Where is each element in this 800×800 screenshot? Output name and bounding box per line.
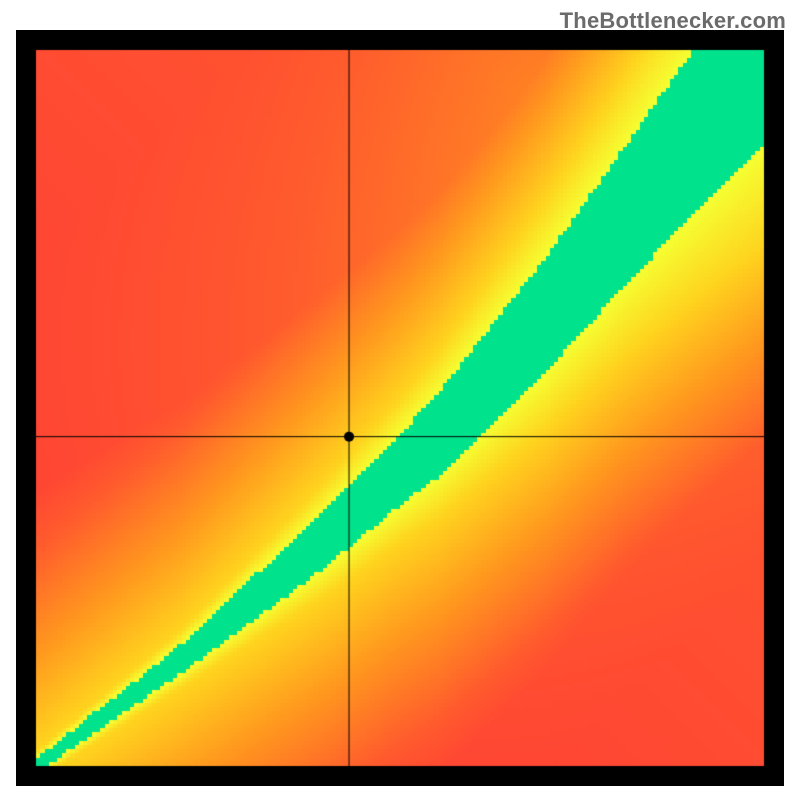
watermark-text: TheBottlenecker.com	[560, 8, 786, 34]
figure-container: TheBottlenecker.com	[0, 0, 800, 800]
heatmap-canvas	[16, 30, 784, 786]
plot-frame	[16, 30, 784, 786]
